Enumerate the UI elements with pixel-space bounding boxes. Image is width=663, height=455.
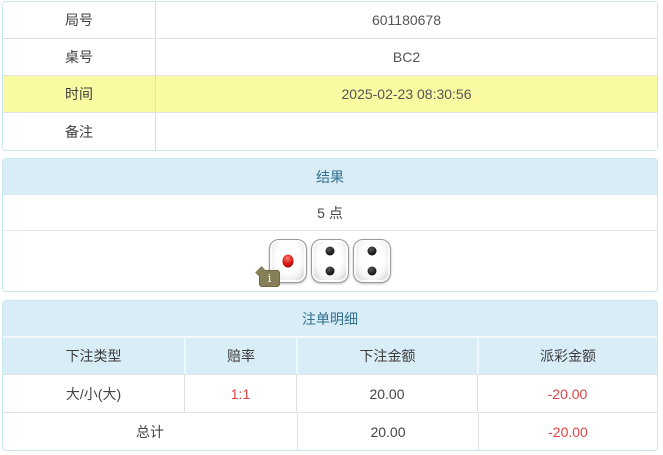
game-info-row-time: 时间 2025-02-23 08:30:56: [3, 76, 657, 113]
bet-table-header: 下注类型 赔率 下注金额 派彩金额: [3, 338, 657, 374]
die-pip: [367, 266, 377, 276]
bet-amount-value: 20.00: [296, 375, 477, 412]
die-pip: [325, 246, 335, 255]
remark-label: 备注: [3, 113, 156, 150]
die-pip: [325, 266, 335, 276]
total-row: 总计 20.00 -20.00: [3, 412, 657, 450]
game-info-row: 桌号 BC2: [3, 39, 657, 76]
die-2: [311, 239, 349, 283]
result-panel-title: 结果: [3, 159, 657, 195]
time-value: 2025-02-23 08:30:56: [341, 86, 472, 102]
col-bet-type: 下注类型: [65, 348, 122, 364]
bet-type-value: 大/小(大): [65, 385, 122, 402]
bet-detail-panel: 注单明细 下注类型 赔率 下注金额 派彩金额 大/小(大) 1:1 20.00 …: [2, 300, 658, 451]
result-points: 5 点: [3, 195, 657, 231]
col-payout-amount: 派彩金额: [477, 338, 657, 374]
total-bet-amount: 20.00: [297, 413, 478, 450]
result-panel: 结果 5 点 i: [2, 158, 658, 292]
game-info-row: 局号 601180678: [3, 2, 657, 39]
info-icon[interactable]: i: [259, 270, 280, 287]
time-label: 时间: [3, 76, 156, 112]
bet-row: 大/小(大) 1:1 20.00 -20.00: [3, 374, 657, 412]
bet-detail-title: 注单明细: [3, 301, 657, 338]
die-pip: [367, 246, 377, 255]
col-bet-amount: 下注金额: [296, 338, 477, 374]
die-3: [353, 239, 391, 283]
round-number-value: 601180678: [371, 12, 442, 28]
total-payout-amount: -20.00: [478, 413, 657, 450]
table-number-value: BC2: [392, 49, 421, 65]
col-odds: 赔率: [184, 338, 296, 374]
game-info-row: 备注: [3, 113, 657, 150]
round-number-label: 局号: [3, 2, 156, 38]
die-pip: [282, 254, 294, 268]
dice-group: i: [259, 239, 391, 287]
payout-amount-value: -20.00: [477, 375, 657, 412]
odds-value: 1:1: [184, 375, 296, 412]
die-1: i: [259, 239, 307, 287]
game-info-table: 局号 601180678 桌号 BC2 时间 2025-02-23 08:30:…: [2, 1, 658, 151]
dice-row: i: [3, 231, 657, 291]
total-label: 总计: [136, 423, 164, 440]
table-number-label: 桌号: [3, 39, 156, 75]
remark-value: [156, 113, 657, 150]
